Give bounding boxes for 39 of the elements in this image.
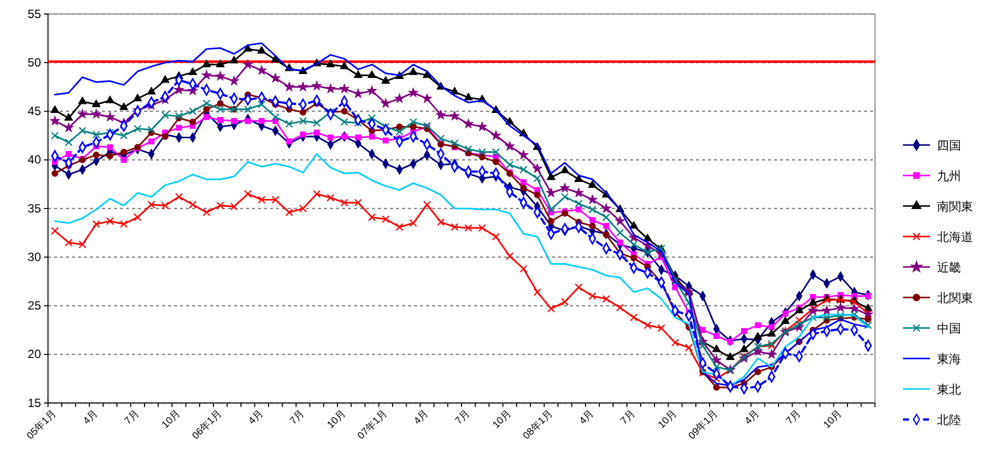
legend-label: 東海 xyxy=(937,352,961,366)
legend-label: 東北 xyxy=(937,382,961,396)
legend-label: 近畿 xyxy=(937,260,961,274)
x-tick-label: 10月 xyxy=(490,408,514,431)
x-tick-label: 4月 xyxy=(81,408,100,427)
legend-label: 九州 xyxy=(937,169,961,183)
x-tick-label: 7月 xyxy=(784,408,804,427)
x-tick-label: 4月 xyxy=(246,408,266,427)
x-tick-label: 4月 xyxy=(412,408,431,427)
y-tick-label: 45 xyxy=(28,104,42,118)
x-tick-label: 08年1月 xyxy=(520,407,555,442)
legend-label: 中国 xyxy=(937,322,961,336)
x-tick-label: 10月 xyxy=(822,408,844,431)
x-tick-label: 7月 xyxy=(122,408,142,427)
x-tick-label: 06年1月 xyxy=(190,407,224,442)
x-tick-label: 4月 xyxy=(578,408,596,427)
y-tick-label: 55 xyxy=(28,6,42,21)
y-tick-label: 50 xyxy=(28,55,42,70)
y-tick-label: 25 xyxy=(28,298,42,313)
x-tick-label: 09年1月 xyxy=(686,407,720,442)
y-tick-label: 40 xyxy=(28,152,42,167)
x-tick-label: 7月 xyxy=(288,408,307,427)
x-tick-label: 05年1月 xyxy=(24,407,59,442)
legend-label: 北海道 xyxy=(937,230,973,244)
legend-label: 北陸 xyxy=(937,413,961,427)
legend-label: 四国 xyxy=(937,138,961,152)
x-tick-label: 4月 xyxy=(742,408,762,427)
x-tick-label: 10月 xyxy=(160,408,183,431)
x-tick-label: 07年1月 xyxy=(355,407,390,442)
y-tick-label: 35 xyxy=(28,201,42,216)
x-tick-label: 7月 xyxy=(618,408,638,427)
legend-label: 北関東 xyxy=(937,291,973,305)
y-tick-label: 20 xyxy=(28,347,42,362)
x-tick-label: 10月 xyxy=(656,408,680,431)
y-tick-label: 30 xyxy=(28,250,42,264)
x-tick-label: 10月 xyxy=(326,408,348,431)
legend-label: 南関東 xyxy=(937,200,973,214)
x-tick-label: 7月 xyxy=(454,408,472,427)
y-tick-label: 15 xyxy=(28,396,42,410)
